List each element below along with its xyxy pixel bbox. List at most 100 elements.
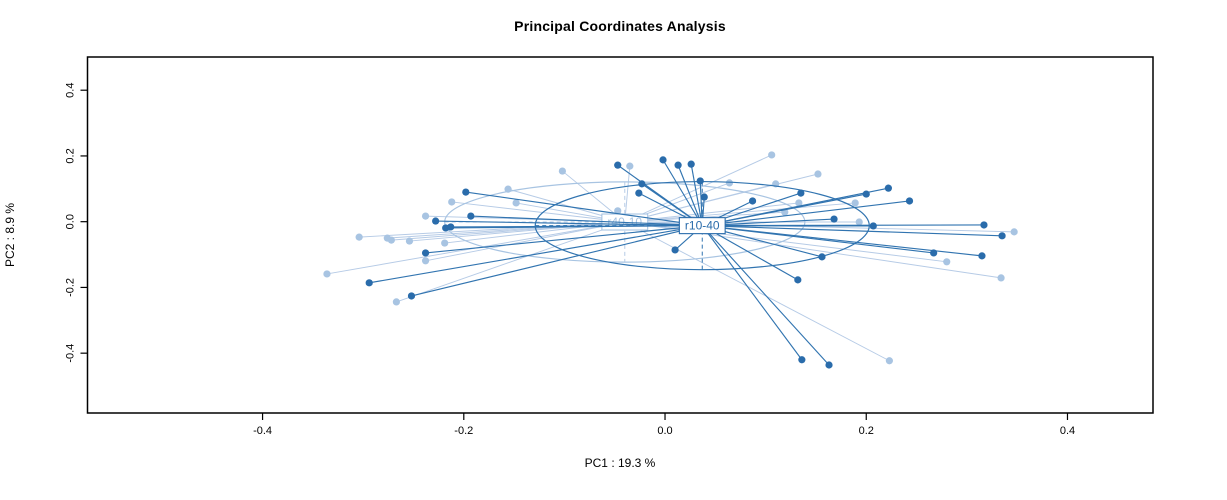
data-point-r10-40 xyxy=(978,252,986,260)
data-point-r40-10 xyxy=(421,257,430,265)
data-point-r10-40 xyxy=(818,253,826,261)
spider-line-r40-10 xyxy=(425,221,625,262)
data-point-r10-40 xyxy=(447,223,455,231)
spider-line-r40-10 xyxy=(624,183,776,223)
y-tick-label: 0.0 xyxy=(65,214,77,229)
data-point-r10-40 xyxy=(998,232,1006,240)
data-point-r40-10 xyxy=(504,185,512,193)
spider-line-r40-10 xyxy=(624,221,947,263)
spider-line-r40-10 xyxy=(396,221,625,303)
spider-line-r10-40 xyxy=(701,225,803,361)
data-point-r10-40 xyxy=(825,361,833,369)
x-tick-label: -0.2 xyxy=(454,425,473,437)
spider-line-r40-10 xyxy=(409,221,625,242)
spider-line-r10-40 xyxy=(450,225,703,228)
data-point-r40-10 xyxy=(421,212,430,220)
data-point-r40-10 xyxy=(355,233,363,241)
data-point-r40-10 xyxy=(768,151,776,159)
data-point-r10-40 xyxy=(980,221,988,229)
data-point-r40-10 xyxy=(392,298,400,306)
spider-line-r10-40 xyxy=(702,225,1003,237)
data-point-r10-40 xyxy=(467,212,475,220)
data-point-r40-10 xyxy=(441,239,449,247)
data-point-r40-10 xyxy=(814,170,822,178)
data-point-r10-40 xyxy=(462,188,470,196)
spider-line-r40-10 xyxy=(451,201,625,223)
spider-line-r10-40 xyxy=(465,191,703,227)
data-point-r10-40 xyxy=(862,190,870,198)
data-point-r40-10 xyxy=(614,207,622,215)
data-point-r10-40 xyxy=(930,249,938,257)
data-point-r40-10 xyxy=(943,258,951,266)
x-tick-label: 0.2 xyxy=(859,425,874,437)
data-point-r10-40 xyxy=(798,356,806,364)
data-point-r40-10 xyxy=(558,167,566,175)
x-axis-label: PC1 : 19.3 % xyxy=(584,456,656,470)
data-point-r10-40 xyxy=(830,215,838,223)
data-point-r10-40 xyxy=(700,193,708,201)
data-point-r10-40 xyxy=(407,292,416,300)
y-tick-label: -0.2 xyxy=(65,278,77,297)
data-point-r40-10 xyxy=(795,199,803,207)
data-point-r10-40 xyxy=(671,246,679,254)
data-point-r10-40 xyxy=(794,276,802,284)
data-point-r10-40 xyxy=(748,197,757,205)
spider-line-r10-40 xyxy=(662,159,703,226)
spider-line-r10-40 xyxy=(435,220,703,227)
data-point-r10-40 xyxy=(432,217,440,225)
spider-line-r40-10 xyxy=(359,221,625,238)
data-point-r10-40 xyxy=(905,197,914,205)
data-point-r40-10 xyxy=(323,270,331,278)
data-point-r40-10 xyxy=(885,357,893,365)
data-point-r40-10 xyxy=(626,162,634,170)
spider-line-r10-40 xyxy=(702,200,910,227)
spider-line-r40-10 xyxy=(624,221,890,362)
spider-line-r10-40 xyxy=(701,225,830,366)
spider-line-r10-40 xyxy=(701,225,799,281)
data-point-r40-10 xyxy=(997,274,1005,282)
y-tick-label: 0.2 xyxy=(65,148,77,163)
data-point-r10-40 xyxy=(659,156,667,164)
data-point-r10-40 xyxy=(696,177,704,185)
spider-line-r10-40 xyxy=(702,193,867,227)
data-point-r10-40 xyxy=(421,249,430,257)
data-point-r40-10 xyxy=(405,237,414,245)
centroid-label-box-r10-40 xyxy=(678,217,726,235)
spider-line-r10-40 xyxy=(425,225,703,254)
spider-line-r40-10 xyxy=(624,202,856,223)
y-tick-label: 0.4 xyxy=(65,83,77,98)
data-point-r10-40 xyxy=(674,161,682,169)
data-point-r10-40 xyxy=(884,184,892,192)
data-point-r10-40 xyxy=(614,161,622,169)
spider-line-r10-40 xyxy=(702,224,984,227)
spider-line-r10-40 xyxy=(369,225,703,284)
spider-line-r40-10 xyxy=(624,154,772,223)
data-point-r10-40 xyxy=(687,160,695,168)
centroid-label-r10-40: r10-40 xyxy=(685,219,720,233)
data-point-r40-10 xyxy=(448,198,456,206)
spider-line-r10-40 xyxy=(411,225,703,297)
data-point-r10-40 xyxy=(869,222,877,230)
chart-title: Principal Coordinates Analysis xyxy=(514,18,726,34)
spider-line-r10-40 xyxy=(690,164,703,226)
data-point-r40-10 xyxy=(387,236,395,244)
data-point-r10-40 xyxy=(797,189,805,197)
x-tick-label: 0.4 xyxy=(1060,425,1075,437)
x-tick-label: 0.0 xyxy=(657,425,672,437)
data-point-r40-10 xyxy=(1010,228,1018,236)
spider-line-r10-40 xyxy=(470,215,703,227)
x-tick-label: -0.4 xyxy=(253,425,272,437)
data-point-r10-40 xyxy=(635,189,643,197)
data-point-r10-40 xyxy=(638,180,646,188)
y-tick-label: -0.4 xyxy=(65,344,77,363)
plot-frame xyxy=(86,56,1154,414)
data-point-r40-10 xyxy=(725,179,734,187)
spider-line-r10-40 xyxy=(677,164,703,226)
data-point-r40-10 xyxy=(855,218,863,226)
data-point-r40-10 xyxy=(851,199,859,207)
spider-line-r40-10 xyxy=(624,166,631,223)
data-point-r40-10 xyxy=(512,199,520,207)
data-point-r10-40 xyxy=(365,279,373,287)
